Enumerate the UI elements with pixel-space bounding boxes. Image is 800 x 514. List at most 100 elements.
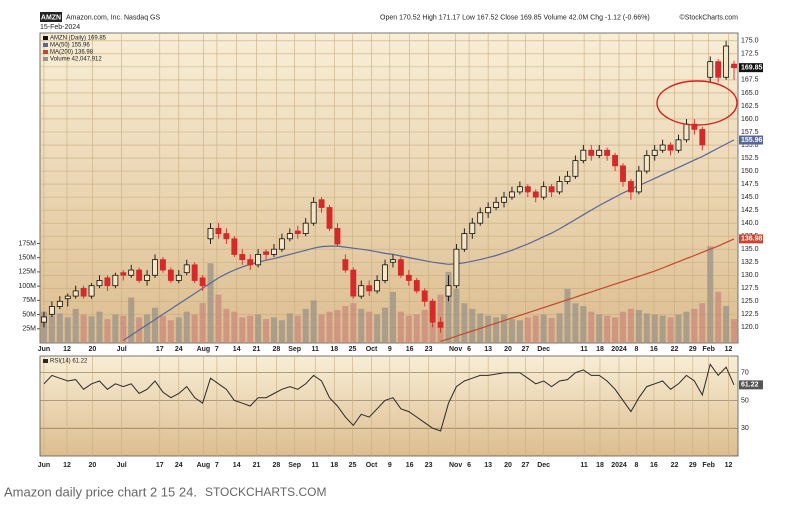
volume-bar: [366, 311, 373, 343]
candle-body: [56, 300, 63, 307]
x-tick-label: Sep: [288, 346, 301, 353]
x-tick-label: 23: [425, 462, 433, 469]
candle-body: [358, 285, 365, 297]
candle-body: [580, 149, 587, 162]
candle-body: [112, 274, 119, 287]
volume-tick-label: 125M: [18, 269, 36, 276]
rsi-panel: [39, 355, 739, 457]
volume-bar: [80, 314, 87, 343]
volume-bar: [643, 313, 650, 343]
x-tick-label: 20: [504, 462, 512, 469]
volume-bar: [421, 310, 428, 343]
candle-body: [572, 160, 579, 177]
candle-body: [390, 259, 396, 263]
volume-bar: [64, 317, 71, 343]
x-tick-label: 16: [650, 346, 658, 353]
candle-body: [120, 272, 127, 276]
volume-bar: [683, 311, 690, 343]
candle-body: [128, 269, 135, 276]
candle-body: [723, 45, 730, 78]
candle-body: [683, 123, 690, 141]
volume-bar: [278, 320, 285, 343]
volume-bar: [247, 315, 254, 343]
x-tick-label: 24: [175, 346, 183, 353]
moving-average-line: [440, 238, 735, 342]
volume-bar: [405, 315, 412, 343]
x-tick-label: 13: [484, 462, 492, 469]
volume-bar: [48, 315, 55, 343]
candle-body: [651, 149, 658, 156]
x-tick-label: Dec: [537, 346, 550, 353]
volume-bar: [604, 315, 611, 343]
x-tick-label: 20: [504, 346, 512, 353]
candle-body: [564, 175, 571, 182]
volume-bar: [540, 314, 547, 343]
x-tick-label: Feb: [702, 346, 714, 353]
x-tick-label: 20: [88, 462, 96, 469]
y-tick-label: 157.5: [741, 129, 759, 136]
volume-bar: [56, 313, 63, 343]
candle-body: [215, 227, 222, 234]
y-tick-label: 145.0: [741, 194, 759, 201]
volume-bar: [699, 303, 706, 343]
candle-body: [715, 61, 722, 78]
volume-bar: [310, 300, 317, 343]
x-tick-label: 8: [635, 462, 639, 469]
candle-body: [485, 207, 492, 214]
x-tick-label: 21: [253, 346, 261, 353]
x-tick-label: 21: [253, 462, 261, 469]
x-tick-label: 18: [596, 462, 604, 469]
volume-bar: [493, 317, 500, 343]
candle-body: [675, 139, 682, 151]
volume-bar: [445, 271, 452, 343]
y-tick-label: 152.5: [741, 155, 759, 162]
candle-body: [247, 259, 254, 266]
volume-bar: [564, 288, 571, 343]
x-tick-label: 9: [388, 346, 392, 353]
legend-swatch: [43, 359, 48, 363]
date: 15-Feb-2024: [40, 24, 80, 31]
x-tick-label: 27: [522, 346, 530, 353]
legend-swatch: [43, 50, 48, 54]
x-tick-label: 7: [215, 346, 219, 353]
legend-label: RSI(14) 61.22: [50, 359, 88, 365]
volume-bar: [469, 308, 476, 343]
volume-bar: [183, 311, 190, 343]
candle-body: [326, 207, 333, 229]
volume-bar: [485, 315, 492, 343]
volume-bar: [199, 303, 206, 343]
y-tick-label: 125.0: [741, 298, 759, 305]
candle-body: [302, 222, 309, 234]
candle-body: [318, 199, 325, 208]
volume-bar: [596, 314, 603, 343]
candle-body: [691, 123, 698, 130]
x-tick-label: 11: [312, 346, 320, 353]
x-tick-label: 16: [406, 346, 414, 353]
volume-tick-label: 150M: [18, 255, 36, 262]
volume-bar: [524, 317, 531, 343]
x-tick-label: 12: [63, 462, 71, 469]
y-tick-label: 70: [741, 370, 749, 377]
volume-bar: [167, 320, 174, 343]
volume-bar: [302, 308, 309, 343]
value-box: [739, 135, 763, 145]
x-tick-label: 6: [467, 346, 471, 353]
x-tick-label: 16: [650, 462, 658, 469]
volume-bar: [350, 303, 357, 343]
candle-body: [175, 274, 182, 281]
volume-bar: [556, 313, 563, 343]
y-tick-label: 167.5: [741, 77, 759, 84]
candle-body: [80, 287, 87, 297]
x-tick-label: 9: [388, 462, 392, 469]
legend-swatch: [43, 57, 48, 61]
volume-bar: [263, 319, 270, 343]
candle-body: [397, 259, 404, 276]
candle-body: [620, 165, 626, 182]
candle-body: [524, 186, 531, 193]
candle-body: [548, 186, 555, 193]
candle-body: [635, 170, 642, 193]
candle-body: [342, 259, 349, 271]
x-tick-label: 2024: [611, 346, 627, 353]
